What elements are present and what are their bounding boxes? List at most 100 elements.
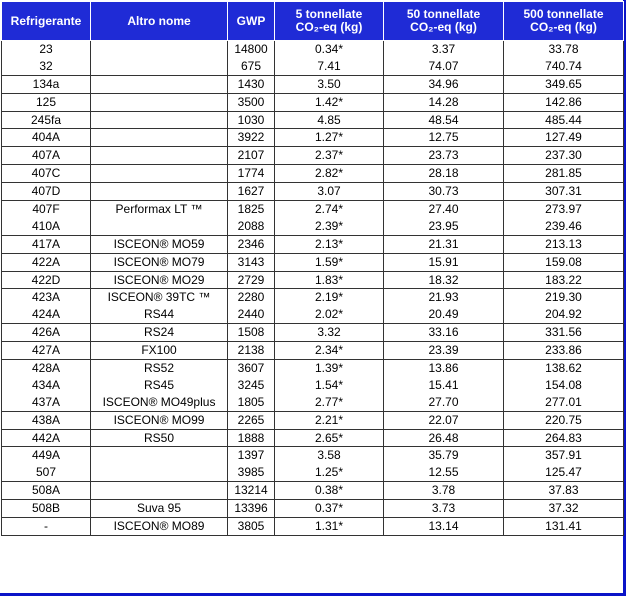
- cell-50-tonnellate: 23.95: [383, 217, 504, 236]
- table-row: 508A 13214 0.38* 3.78 37.83: [1, 481, 624, 500]
- table-row: 422D ISCEON® MO29 2729 1.83* 18.32 183.22: [1, 270, 624, 289]
- cell-500-tonnellate: 233.86: [503, 341, 624, 360]
- cell-refrigerante: 417A: [1, 234, 91, 254]
- cell-altro-nome: [90, 74, 228, 94]
- cell-gwp: 2346: [227, 234, 275, 254]
- cell-5-tonnellate: 1.59*: [274, 252, 384, 272]
- table-row: 134a 1430 3.50 34.96 349.65: [1, 74, 624, 94]
- cell-refrigerante: 407A: [1, 146, 91, 165]
- cell-500-tonnellate: 239.46: [503, 217, 624, 236]
- cell-gwp: 3985: [227, 464, 275, 482]
- cell-500-tonnellate: 183.22: [503, 270, 624, 289]
- cell-50-tonnellate: 15.91: [383, 252, 504, 272]
- header-500-tonnellate: 500 tonnellate CO₂-eq (kg): [503, 1, 624, 41]
- table-row: 426A RS24 1508 3.32 33.16 331.56: [1, 323, 624, 342]
- cell-refrigerante: 442A: [1, 428, 91, 447]
- cell-500-tonnellate: 264.83: [503, 428, 624, 447]
- cell-gwp: 3922: [227, 128, 275, 147]
- cell-refrigerante: 32: [1, 57, 91, 76]
- cell-50-tonnellate: 21.31: [383, 234, 504, 254]
- cell-gwp: 1508: [227, 323, 275, 342]
- cell-refrigerante: 404A: [1, 128, 91, 147]
- cell-500-tonnellate: 33.78: [503, 39, 624, 58]
- cell-50-tonnellate: 15.41: [383, 376, 504, 394]
- cell-altro-nome: ISCEON® 39TC ™: [90, 288, 228, 307]
- cell-refrigerante: 410A: [1, 217, 91, 236]
- cell-50-tonnellate: 30.73: [383, 182, 504, 201]
- cell-refrigerante: 508A: [1, 481, 91, 500]
- cell-altro-nome: Performax LT ™: [90, 200, 228, 218]
- cell-500-tonnellate: 159.08: [503, 252, 624, 272]
- table-row: 422A ISCEON® MO79 3143 1.59* 15.91 159.08: [1, 252, 624, 272]
- cell-50-tonnellate: 3.78: [383, 481, 504, 500]
- cell-5-tonnellate: 2.19*: [274, 288, 384, 307]
- cell-5-tonnellate: 2.74*: [274, 200, 384, 218]
- cell-50-tonnellate: 28.18: [383, 164, 504, 183]
- table-row: 417A ISCEON® MO59 2346 2.13* 21.31 213.13: [1, 234, 624, 254]
- cell-500-tonnellate: 281.85: [503, 164, 624, 183]
- cell-refrigerante: 245fa: [1, 110, 91, 129]
- cell-5-tonnellate: 3.58: [274, 446, 384, 465]
- cell-altro-nome: ISCEON® MO49plus: [90, 393, 228, 412]
- cell-refrigerante: 134a: [1, 74, 91, 94]
- cell-5-tonnellate: 1.25*: [274, 464, 384, 482]
- table-row: - ISCEON® MO89 3805 1.31* 13.14 131.41: [1, 517, 624, 536]
- table-row: 424A RS44 2440 2.02* 20.49 204.92: [1, 306, 624, 324]
- cell-50-tonnellate: 23.73: [383, 146, 504, 165]
- cell-altro-nome: [90, 92, 228, 112]
- cell-gwp: 1430: [227, 74, 275, 94]
- table-row: 434A RS45 3245 1.54* 15.41 154.08: [1, 376, 624, 394]
- cell-50-tonnellate: 18.32: [383, 270, 504, 289]
- cell-gwp: 3805: [227, 517, 275, 536]
- table-row: 245fa 1030 4.85 48.54 485.44: [1, 110, 624, 129]
- cell-50-tonnellate: 20.49: [383, 306, 504, 324]
- cell-gwp: 2265: [227, 410, 275, 430]
- cell-5-tonnellate: 2.65*: [274, 428, 384, 447]
- table-row: 407A 2107 2.37* 23.73 237.30: [1, 146, 624, 165]
- header-5-line1: 5 tonnellate: [295, 7, 363, 21]
- cell-gwp: 2729: [227, 270, 275, 289]
- header-500-line1: 500 tonnellate: [523, 7, 604, 21]
- cell-gwp: 1397: [227, 446, 275, 465]
- cell-refrigerante: 423A: [1, 288, 91, 307]
- cell-500-tonnellate: 277.01: [503, 393, 624, 412]
- cell-gwp: 3245: [227, 376, 275, 394]
- cell-50-tonnellate: 12.75: [383, 128, 504, 147]
- header-altro-nome: Altro nome: [90, 1, 228, 41]
- cell-5-tonnellate: 1.42*: [274, 92, 384, 112]
- cell-5-tonnellate: 2.21*: [274, 410, 384, 430]
- cell-500-tonnellate: 138.62: [503, 359, 624, 377]
- cell-altro-nome: Suva 95: [90, 499, 228, 518]
- cell-5-tonnellate: 2.02*: [274, 306, 384, 324]
- cell-50-tonnellate: 27.40: [383, 200, 504, 218]
- cell-gwp: 1774: [227, 164, 275, 183]
- cell-500-tonnellate: 307.31: [503, 182, 624, 201]
- cell-altro-nome: RS24: [90, 323, 228, 342]
- cell-5-tonnellate: 2.37*: [274, 146, 384, 165]
- header-gwp: GWP: [227, 1, 275, 41]
- cell-5-tonnellate: 1.27*: [274, 128, 384, 147]
- cell-500-tonnellate: 219.30: [503, 288, 624, 307]
- cell-refrigerante: 407F: [1, 200, 91, 218]
- cell-50-tonnellate: 35.79: [383, 446, 504, 465]
- cell-5-tonnellate: 1.54*: [274, 376, 384, 394]
- table-row: 427A FX100 2138 2.34* 23.39 233.86: [1, 341, 624, 360]
- cell-50-tonnellate: 14.28: [383, 92, 504, 112]
- cell-50-tonnellate: 23.39: [383, 341, 504, 360]
- cell-refrigerante: 125: [1, 92, 91, 112]
- table-row: 23 14800 0.34* 3.37 33.78: [1, 39, 624, 58]
- cell-refrigerante: 422D: [1, 270, 91, 289]
- cell-50-tonnellate: 3.73: [383, 499, 504, 518]
- cell-50-tonnellate: 22.07: [383, 410, 504, 430]
- cell-altro-nome: RS52: [90, 359, 228, 377]
- cell-gwp: 1825: [227, 200, 275, 218]
- cell-500-tonnellate: 204.92: [503, 306, 624, 324]
- table-row: 437A ISCEON® MO49plus 1805 2.77* 27.70 277.01: [1, 393, 624, 412]
- cell-5-tonnellate: 2.13*: [274, 234, 384, 254]
- cell-5-tonnellate: 1.83*: [274, 270, 384, 289]
- cell-gwp: 1030: [227, 110, 275, 129]
- cell-refrigerante: 507: [1, 464, 91, 482]
- table-row: 438A ISCEON® MO99 2265 2.21* 22.07 220.75: [1, 410, 624, 430]
- cell-500-tonnellate: 125.47: [503, 464, 624, 482]
